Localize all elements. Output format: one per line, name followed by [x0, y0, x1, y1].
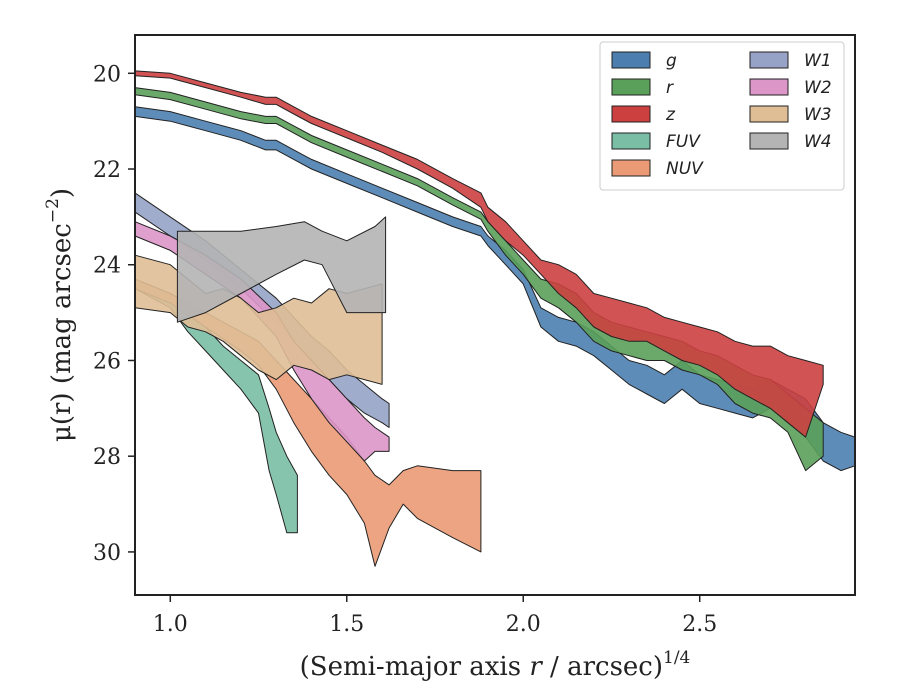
x-axis-title: (Semi-major axis r / arcsec)1/4: [300, 648, 691, 682]
x-tick-label: 2.5: [682, 612, 717, 637]
series-bands: [134, 70, 856, 567]
band-W4: [176, 216, 387, 323]
y-tick-label: 22: [93, 158, 121, 183]
legend: grz FUV NUV W1 W2 W3 W4: [599, 41, 845, 191]
legend-label-r: r: [666, 78, 674, 98]
legend-label-W4: W4: [804, 132, 832, 152]
y-axis-title: μ(r) (mag arcsec−2): [43, 188, 77, 442]
y-tick-label: 20: [93, 62, 121, 87]
legend-swatch-W2: [749, 78, 789, 96]
legend-swatch-W4: [749, 132, 789, 150]
legend-label-g: g: [666, 51, 677, 71]
legend-swatch-W3: [749, 105, 789, 123]
legend-label-W2: W2: [804, 78, 832, 98]
legend-label-FUV: FUV: [666, 132, 701, 152]
legend-swatch-g: [611, 51, 651, 69]
axes: 1.0 1.5 2.0 2.5 20 22 24 26 28 30: [93, 62, 717, 637]
legend-swatch-W1: [749, 51, 789, 69]
band-FUV: [134, 278, 298, 534]
legend-label-NUV: NUV: [666, 159, 704, 179]
legend-label-W1: W1: [804, 51, 832, 71]
legend-swatch-NUV: [611, 159, 651, 177]
y-tick-label: 24: [93, 254, 121, 279]
legend-swatch-r: [611, 78, 651, 96]
y-tick-label: 26: [93, 349, 121, 374]
y-tick-label: 28: [93, 445, 121, 470]
x-tick-label: 1.0: [153, 612, 188, 637]
band-z: [134, 70, 824, 438]
plot-frame: [134, 34, 856, 596]
legend-label-z: z: [665, 105, 676, 125]
y-tick-label: 30: [93, 541, 121, 566]
x-tick-label: 2.0: [506, 612, 541, 637]
legend-label-W3: W3: [804, 105, 832, 125]
legend-swatch-FUV: [611, 132, 651, 150]
legend-swatch-z: [611, 105, 651, 123]
band-r: [134, 87, 824, 472]
x-tick-label: 1.5: [329, 612, 364, 637]
band-NUV: [134, 278, 482, 567]
